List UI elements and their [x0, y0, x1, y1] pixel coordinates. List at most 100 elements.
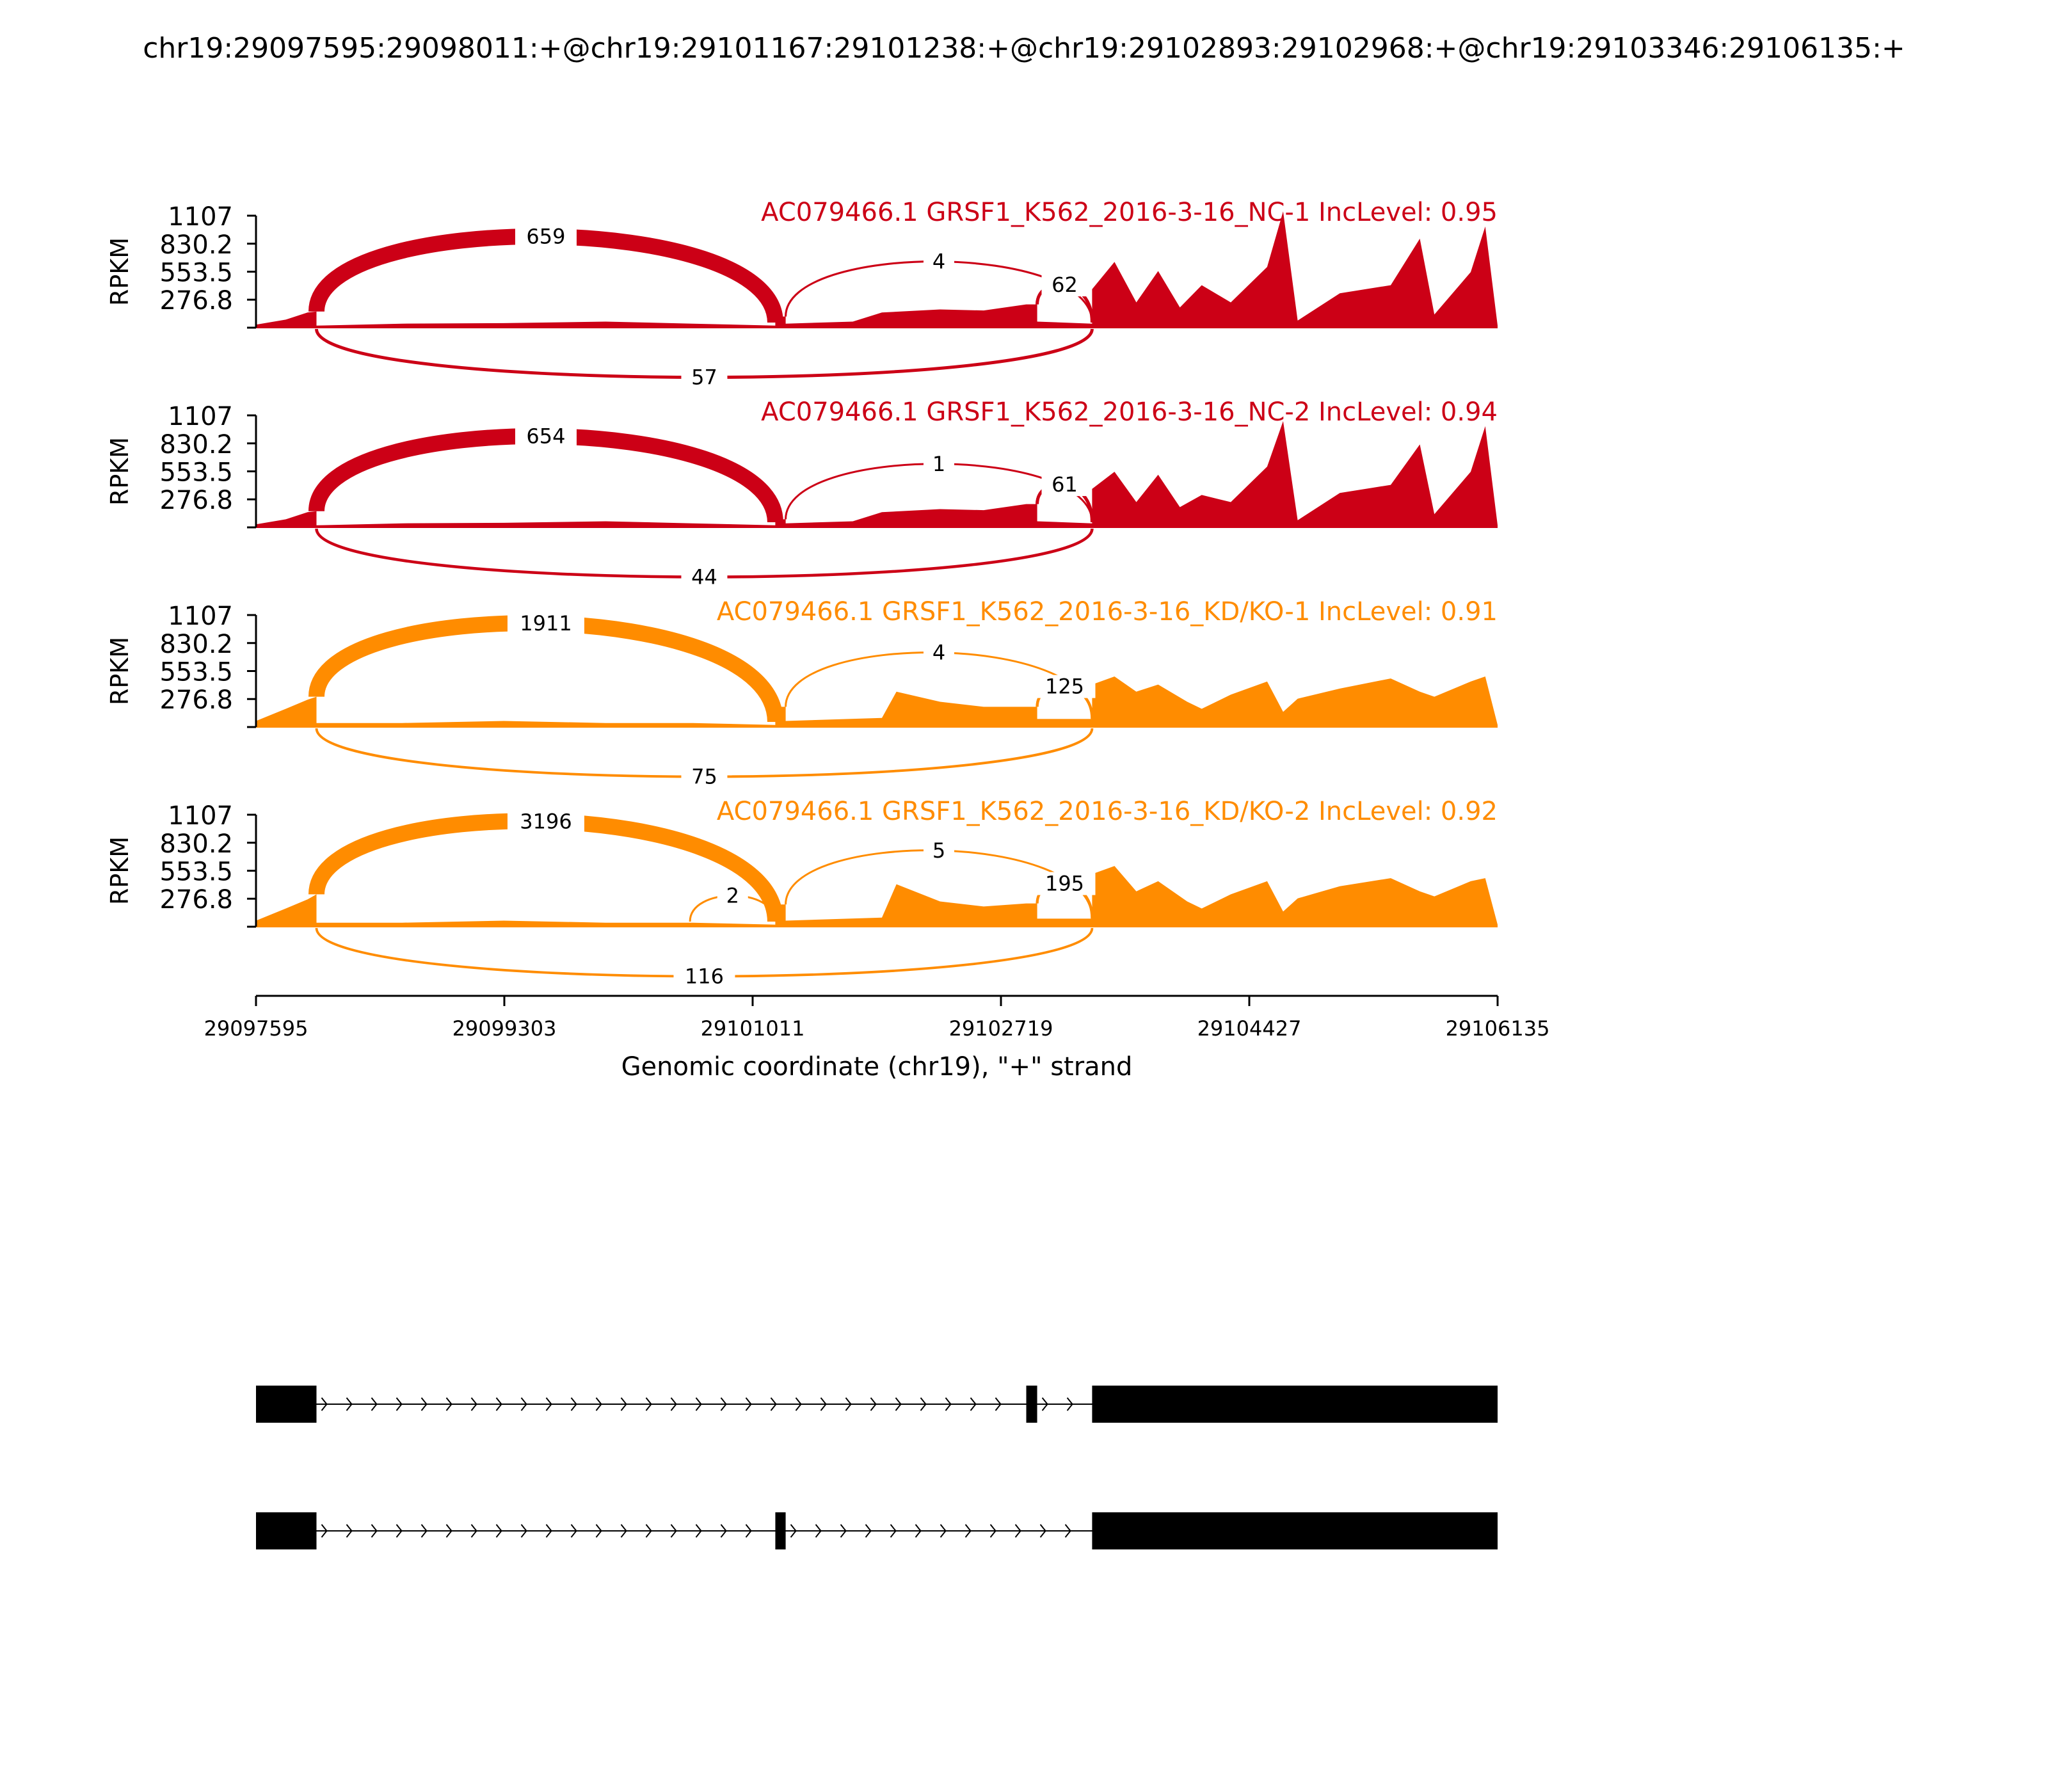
y-tick-label: 553.5 [159, 658, 233, 687]
x-axis-label: Genomic coordinate (chr19), "+" strand [621, 1052, 1133, 1082]
coverage-area [256, 676, 1498, 727]
strand-arrow [964, 1524, 972, 1538]
junction-count-box [681, 365, 728, 389]
strand-arrow [321, 1524, 328, 1538]
junction-count-box [924, 838, 954, 862]
junction-count-box [924, 452, 954, 476]
strand-arrow [595, 1397, 602, 1411]
y-tick-label: 276.8 [159, 685, 233, 715]
strand-arrow [445, 1524, 452, 1538]
y-tick-label: 553.5 [159, 858, 233, 887]
sample-label: AC079466.1 GRSF1_K562_2016-3-16_KD/KO-1 … [717, 597, 1498, 627]
x-tick-label: 29097595 [204, 1016, 308, 1041]
junction-count-label: 62 [1052, 273, 1078, 297]
strand-arrow [770, 1397, 777, 1411]
strand-arrow [420, 1524, 428, 1538]
strand-arrow [815, 1524, 822, 1538]
y-tick-label: 276.8 [159, 286, 233, 316]
strand-arrow [396, 1397, 403, 1411]
junction-count-box [1034, 872, 1096, 895]
junction-count-label: 659 [526, 225, 565, 249]
strand-arrow [595, 1524, 602, 1538]
strand-arrow [545, 1397, 552, 1411]
coverage-area [256, 421, 1498, 527]
strand-arrow [570, 1524, 577, 1538]
strand-arrow [420, 1397, 428, 1411]
strand-arrow [321, 1397, 328, 1411]
strand-arrow [371, 1524, 378, 1538]
strand-arrow [1039, 1524, 1046, 1538]
strand-arrow [915, 1524, 922, 1538]
strand-arrow [670, 1397, 677, 1411]
junction-count-label: 3196 [520, 809, 572, 833]
strand-arrow [995, 1397, 1002, 1411]
x-tick-label: 29099303 [452, 1016, 557, 1041]
y-axis-label: RPKM [106, 437, 134, 506]
junction-count-box [507, 612, 584, 636]
junction-count-label: 195 [1045, 872, 1084, 896]
strand-arrow [1041, 1397, 1048, 1411]
strand-arrow [1066, 1397, 1073, 1411]
junction-count-label: 2 [726, 883, 739, 908]
strand-arrow [745, 1524, 752, 1538]
x-tick-label: 29104427 [1197, 1016, 1302, 1041]
y-axis-label: RPKM [106, 637, 134, 705]
junction-count-box [1041, 473, 1088, 497]
x-tick-label: 29102719 [949, 1016, 1053, 1041]
junction-count-box [717, 884, 748, 908]
strand-arrow [920, 1397, 927, 1411]
x-axis: Genomic coordinate (chr19), "+" strand 2… [204, 995, 1549, 1082]
junction-arc [308, 428, 783, 524]
strand-arrow [845, 1397, 852, 1411]
y-tick-label: 830.2 [159, 230, 233, 260]
exon-block [256, 1512, 317, 1549]
junction-count-label: 1 [932, 452, 945, 476]
coverage-area [256, 866, 1498, 927]
junction-count-label: 5 [932, 838, 945, 863]
sample-label: AC079466.1 GRSF1_K562_2016-3-16_NC-1 Inc… [761, 198, 1498, 227]
strand-arrow [470, 1524, 477, 1538]
strand-arrow [790, 1524, 797, 1538]
strand-arrow [520, 1397, 527, 1411]
junction-count-box [1034, 675, 1096, 698]
exon-block [256, 1386, 317, 1423]
junction-count-label: 57 [691, 365, 717, 390]
junction-count-box [924, 641, 954, 664]
strand-arrow [820, 1397, 827, 1411]
isoform-1 [256, 1386, 1498, 1423]
strand-arrow [895, 1397, 902, 1411]
junction-count-label: 116 [685, 964, 724, 989]
strand-arrow [545, 1524, 552, 1538]
junction-count-label: 75 [691, 765, 717, 789]
y-tick-label: 830.2 [159, 430, 233, 460]
y-tick-label: 1107 [168, 801, 233, 831]
strand-arrow [445, 1397, 452, 1411]
junction-count-label: 1911 [520, 611, 572, 636]
junction-count-label: 654 [526, 424, 565, 449]
junction-count-label: 4 [932, 641, 945, 665]
junction-count-label: 4 [932, 250, 945, 274]
y-axis-label: RPKM [106, 836, 134, 905]
strand-arrow [495, 1524, 502, 1538]
strand-arrow [870, 1397, 877, 1411]
junction-arc [308, 813, 783, 922]
strand-arrow [620, 1397, 627, 1411]
strand-arrow [1014, 1524, 1021, 1538]
strand-arrow [945, 1397, 952, 1411]
strand-arrow [346, 1397, 353, 1411]
strand-arrow [371, 1397, 378, 1411]
strand-arrow [620, 1524, 627, 1538]
junction-count-label: 125 [1045, 675, 1084, 699]
junction-count-box [1041, 273, 1088, 297]
exon-block [1092, 1386, 1498, 1423]
strand-arrow [1064, 1524, 1071, 1538]
strand-arrow [720, 1524, 727, 1538]
strand-arrow [745, 1397, 752, 1411]
strand-arrow [795, 1397, 802, 1411]
strand-arrow [645, 1397, 652, 1411]
junction-count-box [924, 250, 954, 273]
